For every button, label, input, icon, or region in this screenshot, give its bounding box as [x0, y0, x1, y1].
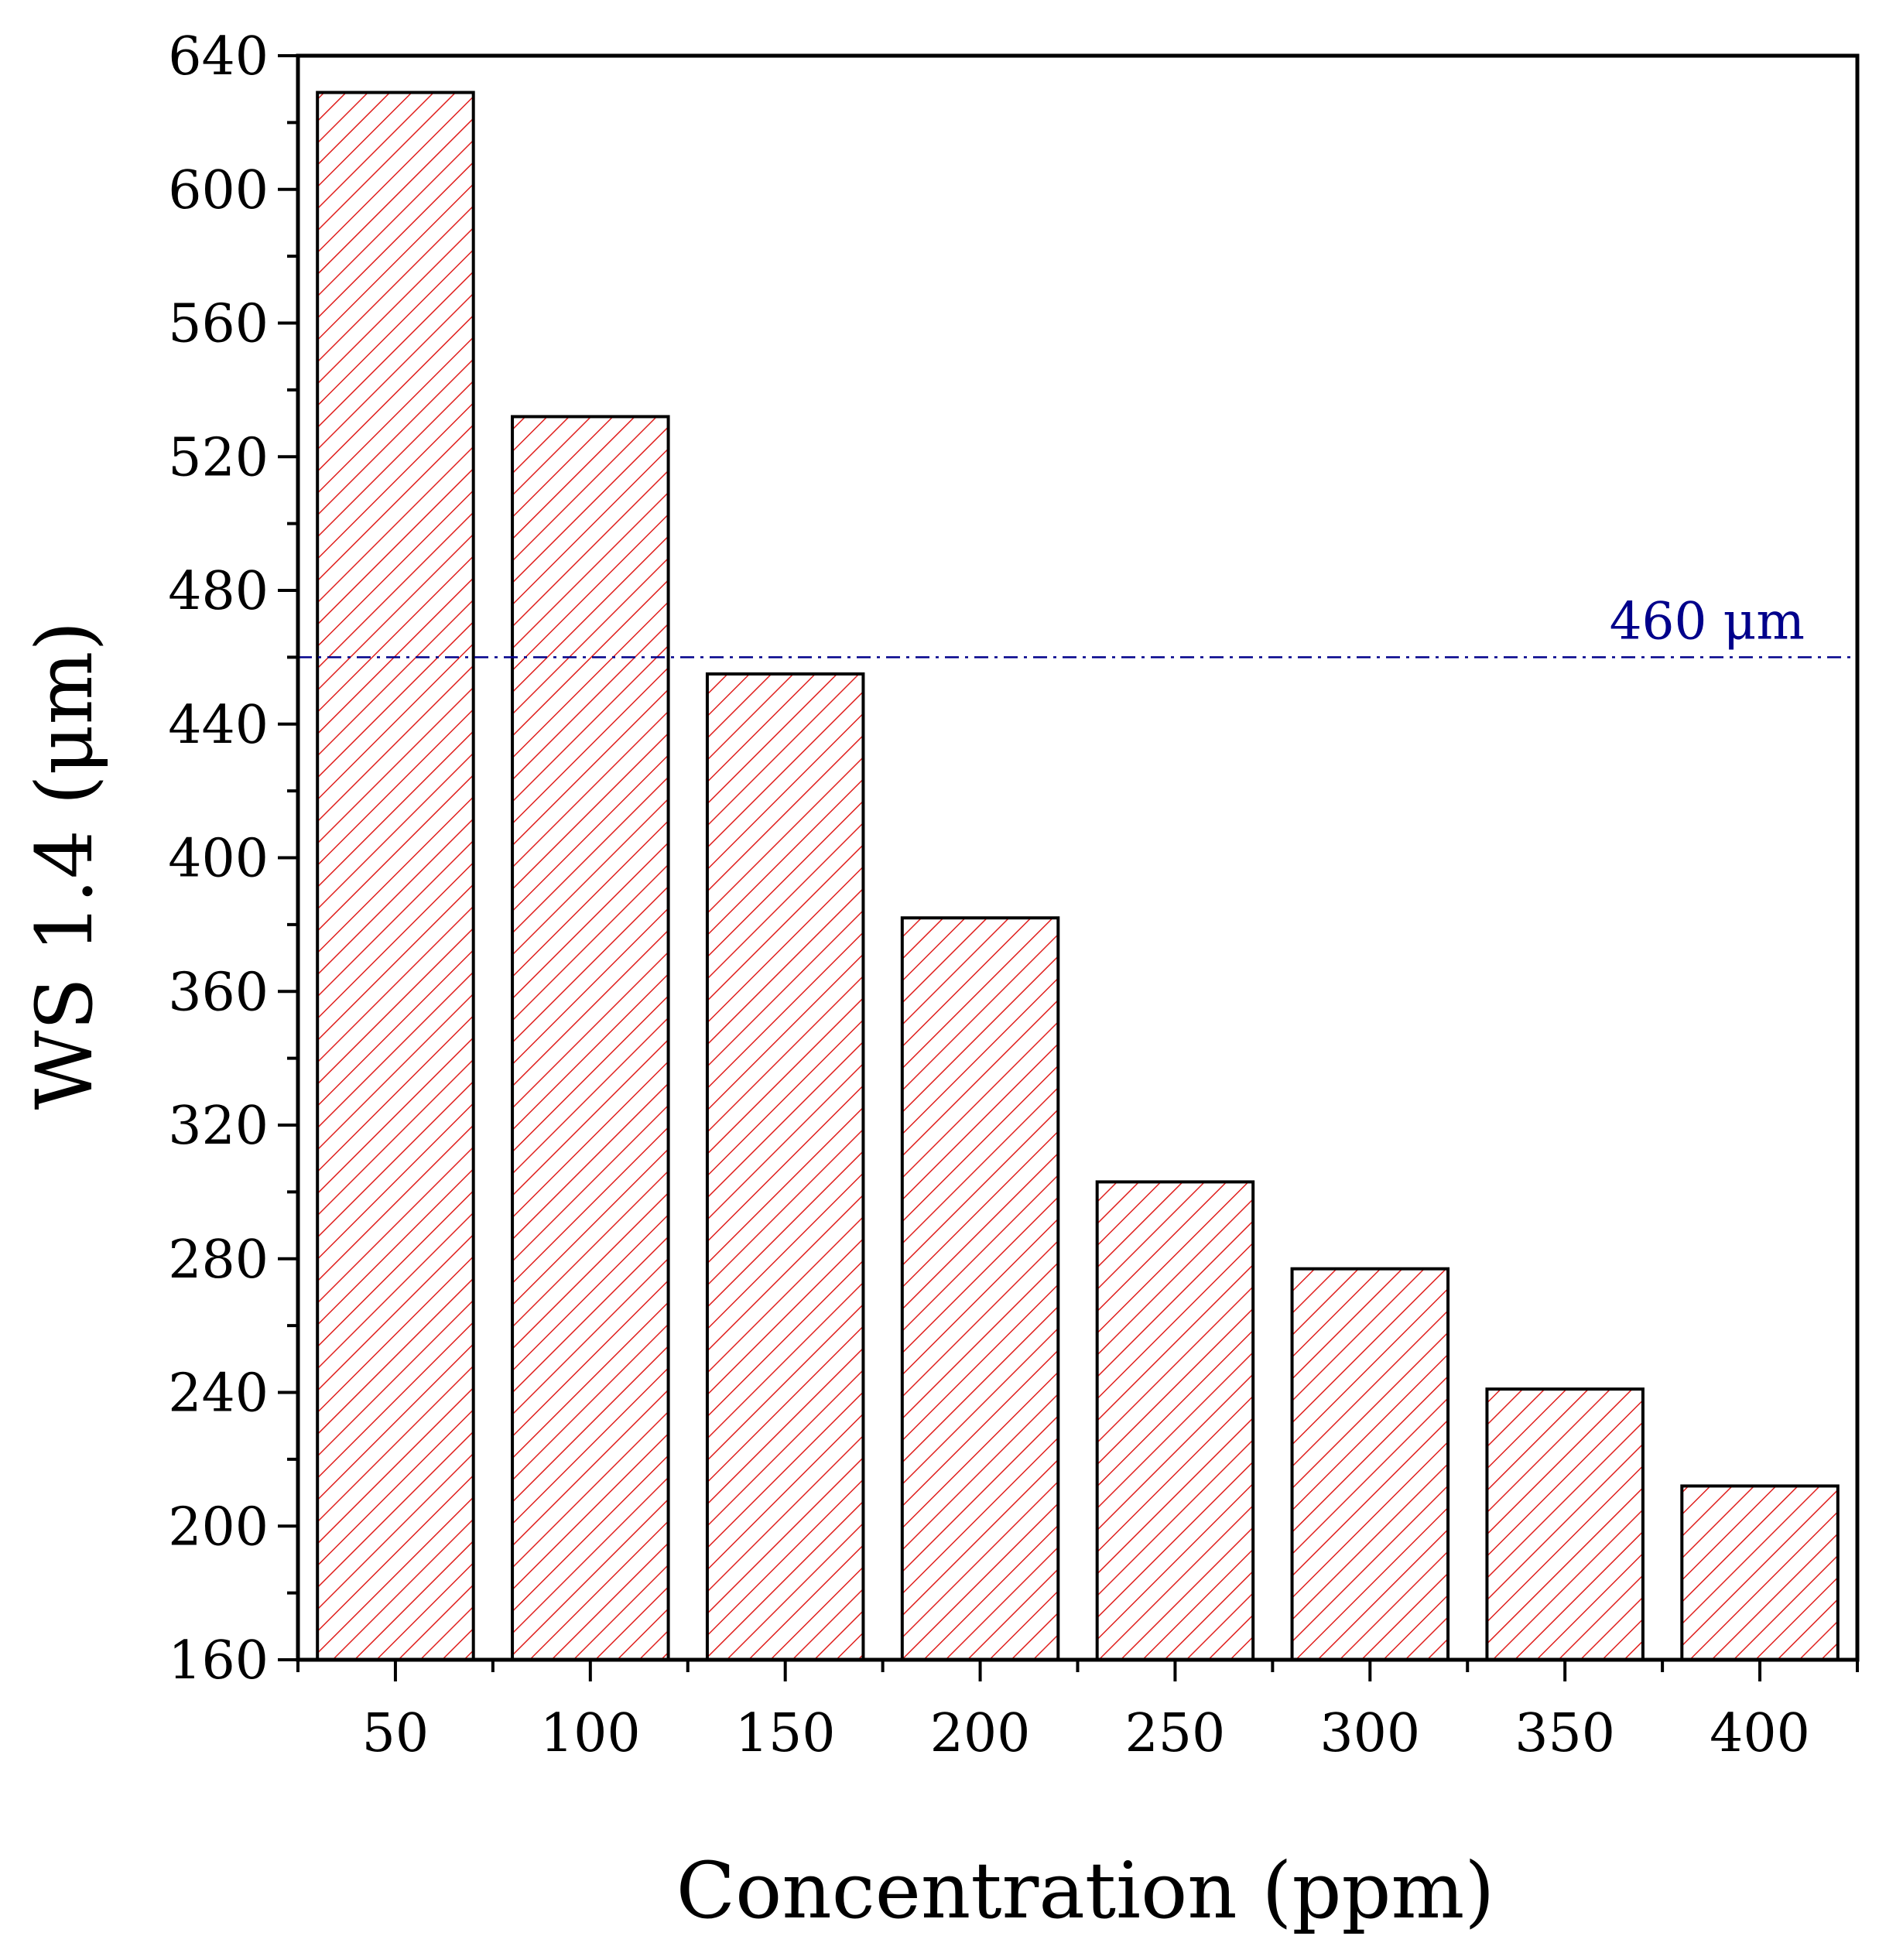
- x-tick-label: 50: [362, 1703, 430, 1764]
- y-tick-label: 360: [168, 962, 269, 1023]
- bar-250: [1095, 1180, 1255, 1661]
- y-axis-title: WS 1.4 (μm): [19, 621, 110, 1110]
- bar-100: [511, 415, 670, 1661]
- x-tick-label: 250: [1125, 1703, 1226, 1764]
- y-tick-label: 640: [168, 26, 269, 87]
- y-tick-label: 440: [168, 695, 269, 756]
- y-tick-label: 320: [168, 1096, 269, 1157]
- x-tick-label: 350: [1514, 1703, 1615, 1764]
- bar-50: [316, 91, 475, 1662]
- reference-line-layer: 460 μm: [298, 591, 1857, 658]
- bar-300: [1290, 1267, 1450, 1662]
- y-tick-label: 600: [168, 160, 269, 221]
- bar-150: [705, 672, 865, 1661]
- reference-line-label: 460 μm: [1610, 591, 1805, 651]
- y-axis: 160 200 240 280 320 360 400 440 480 520 560 600 640: [168, 26, 298, 1691]
- x-tick-label: 100: [540, 1703, 641, 1764]
- y-tick-label: 400: [168, 829, 269, 890]
- y-tick-label: 200: [168, 1497, 269, 1558]
- y-tick-label: 520: [168, 427, 269, 488]
- y-tick-label: 160: [168, 1630, 269, 1691]
- bars-layer: [316, 91, 1840, 1662]
- y-tick-label: 480: [168, 561, 269, 622]
- y-tick-label: 280: [168, 1230, 269, 1291]
- y-tick-label: 560: [168, 294, 269, 355]
- x-tick-label: 150: [735, 1703, 836, 1764]
- x-tick-label: 300: [1319, 1703, 1420, 1764]
- x-tick-label: 200: [930, 1703, 1031, 1764]
- bar-350: [1485, 1387, 1645, 1662]
- y-tick-label: 240: [168, 1363, 269, 1425]
- x-axis: 50 100 150 200 250 300 350 400: [296, 1660, 1859, 1764]
- bar-400: [1680, 1484, 1840, 1662]
- x-axis-title: Concentration (ppm): [676, 1845, 1495, 1936]
- bar-200: [900, 916, 1060, 1662]
- x-tick-label: 400: [1710, 1703, 1810, 1764]
